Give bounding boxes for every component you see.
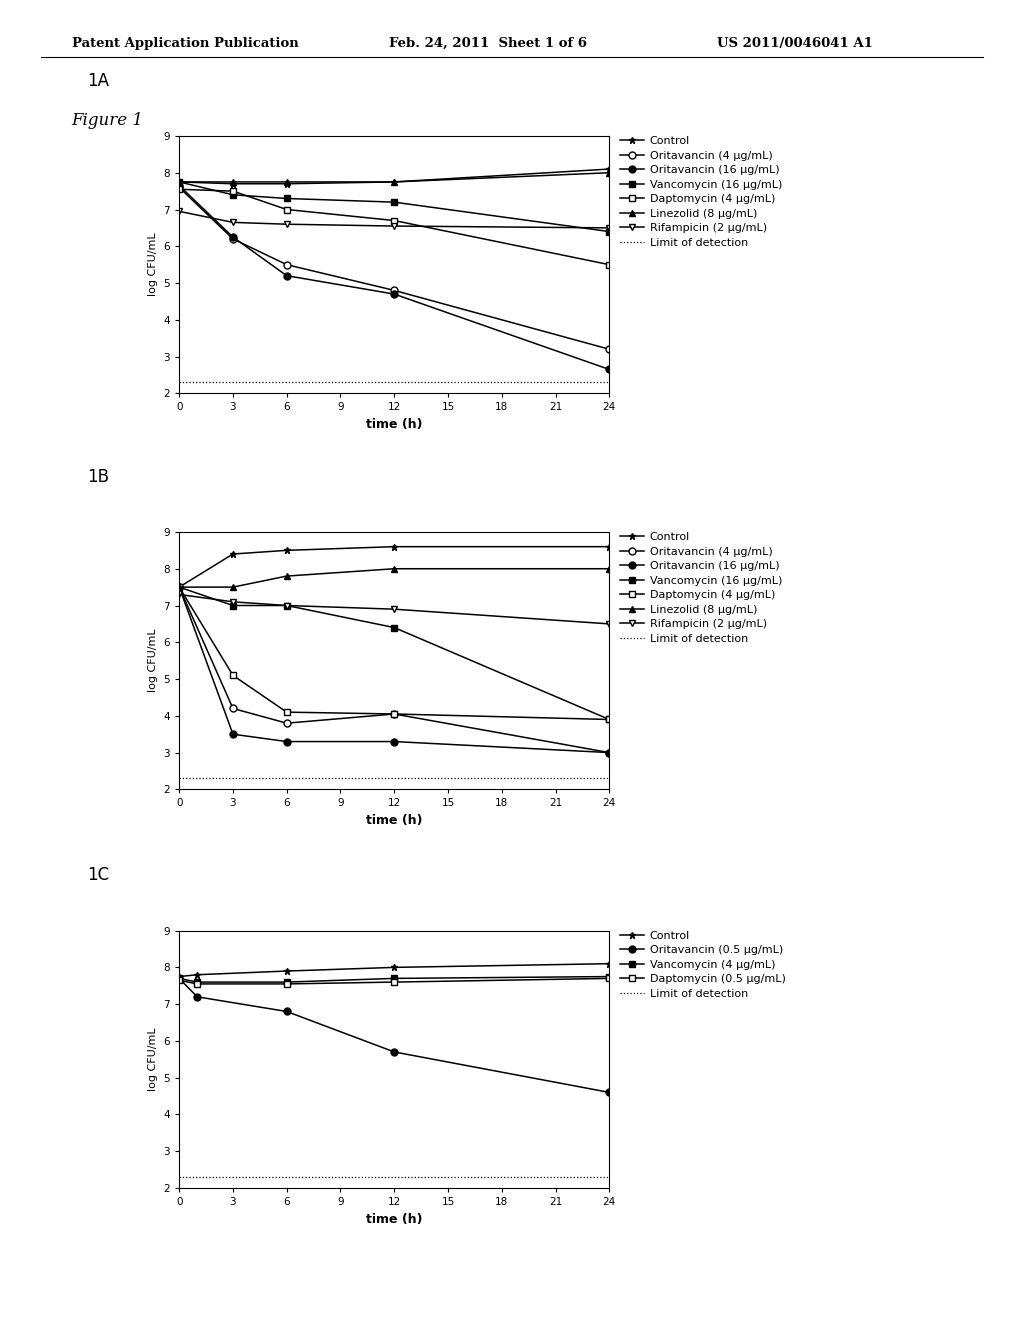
Text: Patent Application Publication: Patent Application Publication xyxy=(72,37,298,50)
Legend: Control, Oritavancin (0.5 μg/mL), Vancomycin (4 μg/mL), Daptomycin (0.5 μg/mL), : Control, Oritavancin (0.5 μg/mL), Vancom… xyxy=(620,931,785,999)
Y-axis label: log CFU/mL: log CFU/mL xyxy=(148,1027,158,1092)
Text: 1B: 1B xyxy=(87,467,109,486)
Text: 1C: 1C xyxy=(87,866,110,884)
Y-axis label: log CFU/mL: log CFU/mL xyxy=(148,232,158,297)
X-axis label: time (h): time (h) xyxy=(366,418,423,430)
Legend: Control, Oritavancin (4 μg/mL), Oritavancin (16 μg/mL), Vancomycin (16 μg/mL), D: Control, Oritavancin (4 μg/mL), Oritavan… xyxy=(620,532,782,644)
Legend: Control, Oritavancin (4 μg/mL), Oritavancin (16 μg/mL), Vancomycin (16 μg/mL), D: Control, Oritavancin (4 μg/mL), Oritavan… xyxy=(620,136,782,248)
Text: Feb. 24, 2011  Sheet 1 of 6: Feb. 24, 2011 Sheet 1 of 6 xyxy=(389,37,587,50)
Text: US 2011/0046041 A1: US 2011/0046041 A1 xyxy=(717,37,872,50)
X-axis label: time (h): time (h) xyxy=(366,814,423,826)
Text: 1A: 1A xyxy=(87,71,109,90)
Y-axis label: log CFU/mL: log CFU/mL xyxy=(148,628,158,693)
Text: Figure 1: Figure 1 xyxy=(72,112,143,129)
X-axis label: time (h): time (h) xyxy=(366,1213,423,1225)
